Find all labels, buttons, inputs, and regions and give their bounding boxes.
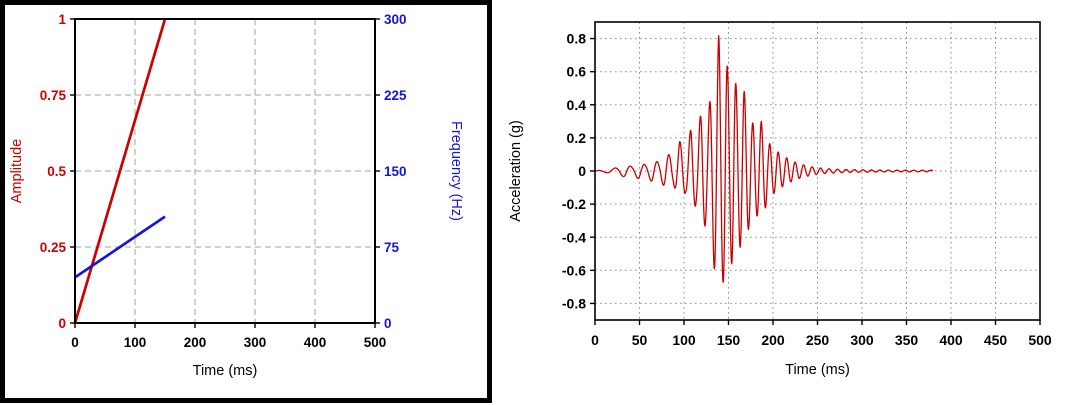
left-y-axis-title: Amplitude [9, 139, 25, 203]
grid [595, 22, 1040, 320]
x-tick-label: 500 [1028, 332, 1052, 348]
frequency-ramp-series-line [74, 215, 166, 279]
x-tick-label: 300 [244, 335, 267, 350]
x-tick-label: 450 [984, 332, 1008, 348]
right-y-tick-label: 75 [384, 240, 400, 255]
x-tick-label: 200 [184, 335, 207, 350]
acceleration-panel: 0 50 100 150 200 250 300 350 400 450 500 -0.8 -0.6 -0… [500, 0, 1086, 405]
x-tick-label: 400 [939, 332, 963, 348]
left-y-tick-label: 0.5 [47, 164, 66, 179]
left-y-tick-label: 0.8 [567, 31, 587, 47]
left-y-tick-label: 0.2 [567, 130, 587, 146]
left-y-tick-label: 1 [58, 12, 66, 27]
x-tick-label: 0 [591, 332, 599, 348]
left-y-tick-label: 0 [578, 163, 586, 179]
x-tick-label: 300 [850, 332, 874, 348]
left-y-tick-label: -0.6 [562, 262, 586, 278]
x-tick-label: 0 [71, 335, 79, 350]
x-tick-label: 250 [806, 332, 830, 348]
x-tick-label: 500 [364, 335, 387, 350]
left-y-tick-label: -0.4 [562, 229, 586, 245]
x-tick-label: 350 [895, 332, 919, 348]
right-y-tick-label: 150 [384, 164, 407, 179]
x-tick-label: 150 [717, 332, 741, 348]
x-axis-title: Time (ms) [785, 362, 850, 378]
right-y-axis-title: Frequency (Hz) [448, 121, 464, 221]
amplitude-frequency-panel: 0 100 200 300 400 500 0 0.25 0.5 0.75 1 Amplitude 0 7… [0, 0, 492, 403]
left-y-tick-label: 0 [58, 316, 66, 331]
left-y-tick-label: 0.4 [567, 97, 587, 113]
right-y-tick-label: 225 [384, 88, 407, 103]
left-y-tick-label: 0.75 [40, 88, 67, 103]
amplitude-ramp-series-line [73, 18, 167, 324]
left-y-tick-label: -0.2 [562, 196, 586, 212]
x-tick-label: 100 [672, 332, 696, 348]
right-y-tick-label: 0 [384, 316, 392, 331]
plot-border [594, 21, 1041, 321]
x-tick-label: 50 [632, 332, 648, 348]
x-axis-title: Time (ms) [193, 363, 258, 379]
left-y-tick-label: -0.8 [562, 295, 586, 311]
acceleration-burst-series-line [594, 35, 934, 283]
x-tick-label: 200 [761, 332, 785, 348]
left-y-axis-title: Acceleration (g) [508, 120, 524, 222]
acceleration-chart: 0 50 100 150 200 250 300 350 400 450 500 -0.8 -0.6 -0… [508, 21, 1052, 378]
left-y-tick-label: 0.25 [40, 240, 67, 255]
grid [75, 19, 375, 323]
amplitude-frequency-chart: 0 100 200 300 400 500 0 0.25 0.5 0.75 1 Amplitude 0 7… [9, 12, 464, 379]
x-tick-label: 100 [124, 335, 147, 350]
left-y-tick-label: 0.6 [567, 64, 587, 80]
right-y-tick-label: 300 [384, 12, 407, 27]
x-tick-label: 400 [304, 335, 327, 350]
